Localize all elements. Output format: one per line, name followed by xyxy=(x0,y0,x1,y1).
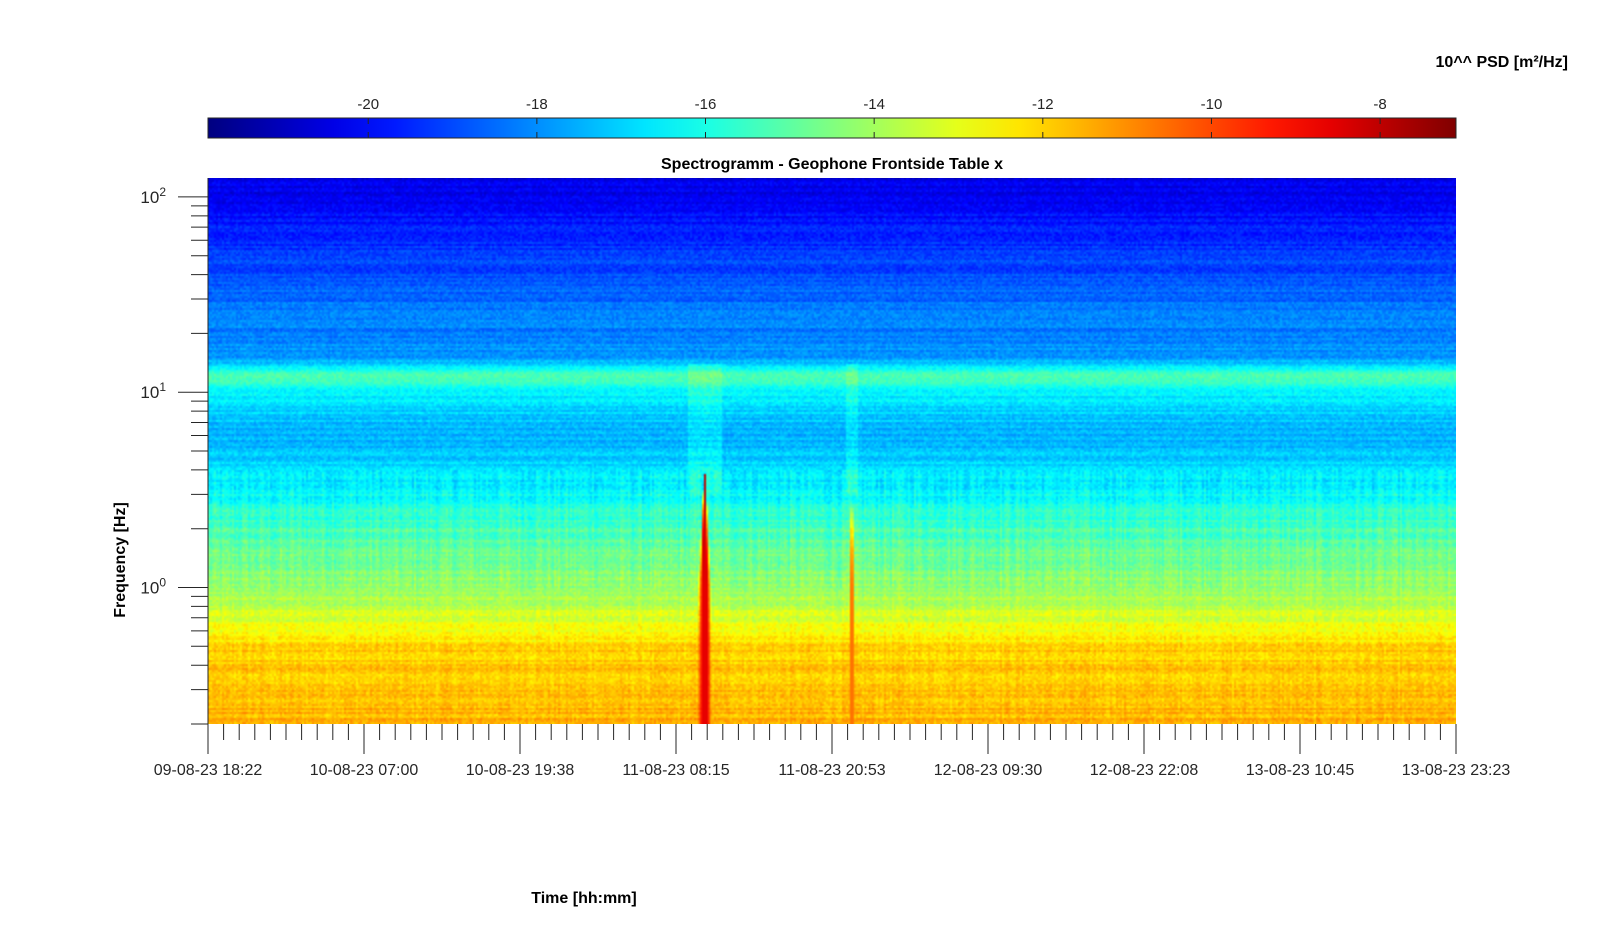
colorbar-tick-label: -14 xyxy=(863,96,885,113)
y-tick-label: 101 xyxy=(140,380,166,402)
y-tick-label: 102 xyxy=(140,185,166,207)
colorbar-tick-label: -18 xyxy=(526,96,548,113)
spectrogram-heatmap xyxy=(208,178,1456,724)
y-axis-label: Frequency [Hz] xyxy=(112,502,129,618)
x-tick-label: 13-08-23 10:45 xyxy=(1246,762,1355,779)
colorbar-tick-label: -8 xyxy=(1373,96,1386,113)
y-tick-label: 100 xyxy=(140,576,166,598)
plot-area: 09-08-23 18:22 10-08-23 07:00 10-08-23 19:… xyxy=(140,178,1510,779)
colorbar-tick-label: -16 xyxy=(695,96,717,113)
colorbar-tick-label: -12 xyxy=(1032,96,1054,113)
x-tick-label: 11-08-23 08:15 xyxy=(622,762,729,779)
x-tick-label: 09-08-23 18:22 xyxy=(154,762,263,779)
x-axis: 09-08-23 18:22 10-08-23 07:00 10-08-23 19:… xyxy=(154,724,1511,779)
colorbar-tick-label: -20 xyxy=(357,96,379,113)
x-axis-label: Time [hh:mm] xyxy=(531,890,636,907)
y-axis: 100 101 102 xyxy=(140,185,208,725)
colorbar-tick-label: -10 xyxy=(1201,96,1223,113)
colorbar: -20 -18 -16 -14 -12 -10 -8 10^^ PSD [m²/Hz] xyxy=(207,54,1568,139)
colorbar-label: 10^^ PSD [m²/Hz] xyxy=(1436,54,1568,71)
chart-title: Spectrogramm - Geophone Frontside Table … xyxy=(661,156,1003,173)
x-tick-label: 10-08-23 07:00 xyxy=(310,762,419,779)
x-tick-label: 12-08-23 22:08 xyxy=(1090,762,1199,779)
x-tick-label: 11-08-23 20:53 xyxy=(778,762,885,779)
x-tick-label: 12-08-23 09:30 xyxy=(934,762,1043,779)
colorbar-ramp xyxy=(207,117,1457,139)
x-tick-label: 13-08-23 23:23 xyxy=(1402,762,1511,779)
x-tick-label: 10-08-23 19:38 xyxy=(466,762,575,779)
colorbar-ticks: -20 -18 -16 -14 -12 -10 -8 xyxy=(357,96,1387,138)
